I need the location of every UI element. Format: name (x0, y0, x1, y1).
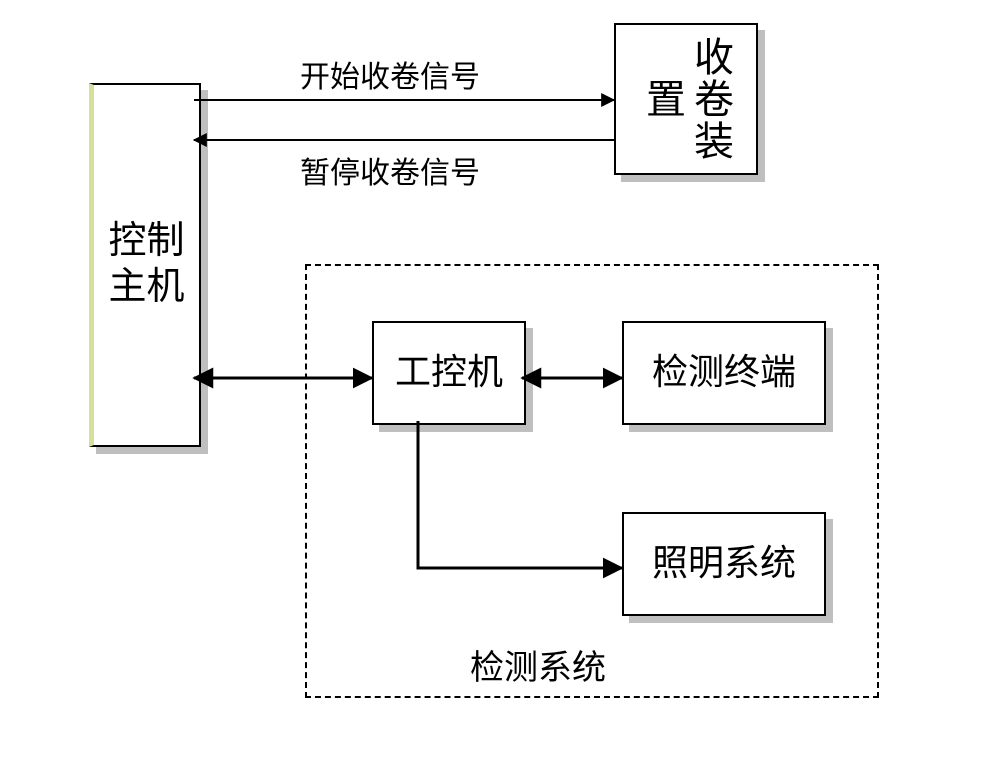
edges-layer (0, 0, 1000, 760)
